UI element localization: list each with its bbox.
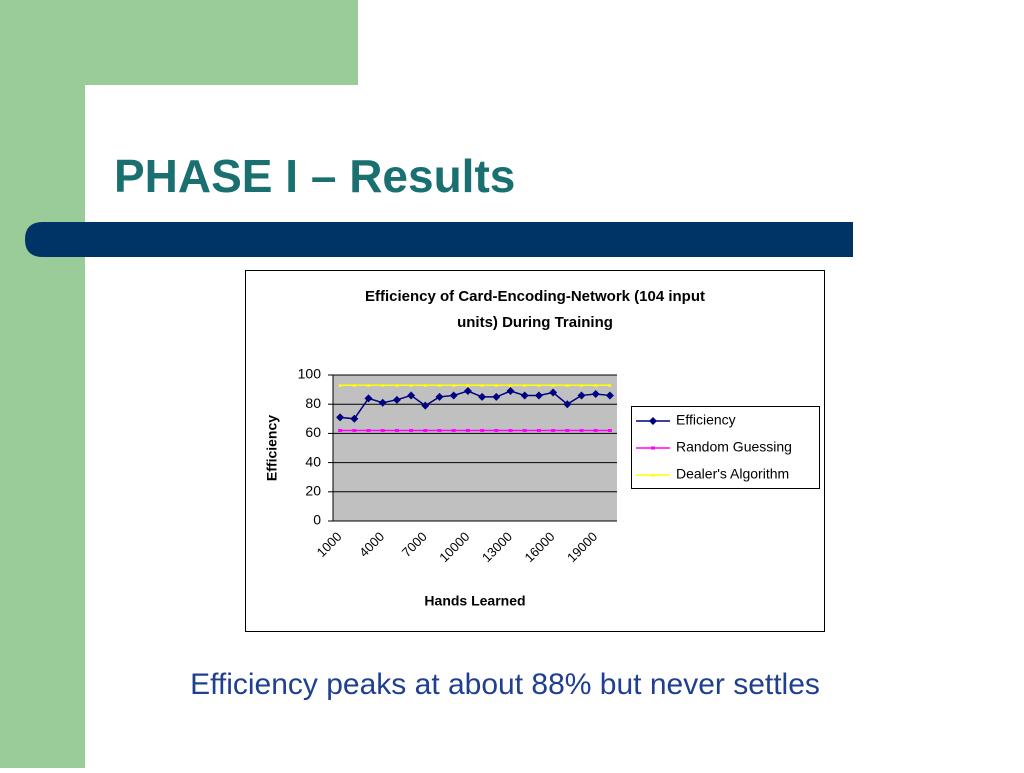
y-tick-label: 0 xyxy=(313,512,321,528)
point xyxy=(409,383,414,387)
point xyxy=(352,383,357,387)
legend-marker xyxy=(649,417,657,425)
point xyxy=(463,387,472,396)
legend-label: Dealer's Algorithm xyxy=(676,466,789,482)
point xyxy=(478,392,487,401)
point xyxy=(536,428,541,432)
point xyxy=(522,428,527,432)
point xyxy=(421,401,430,410)
point xyxy=(492,392,501,401)
legend-label: Efficiency xyxy=(676,412,736,428)
point xyxy=(551,428,556,432)
chart-title: Efficiency of Card-Encoding-Network (104… xyxy=(365,288,705,305)
point xyxy=(579,383,584,387)
point xyxy=(480,383,485,387)
point xyxy=(451,428,456,432)
y-tick-label: 80 xyxy=(305,395,321,411)
point xyxy=(506,387,515,396)
point xyxy=(407,391,416,400)
point xyxy=(423,428,428,432)
y-tick-label: 40 xyxy=(305,453,321,469)
point xyxy=(536,383,541,387)
point xyxy=(336,413,345,422)
point xyxy=(565,428,570,432)
point xyxy=(435,392,444,401)
point xyxy=(465,428,470,432)
point xyxy=(591,389,600,398)
chart-title: units) During Training xyxy=(457,314,613,331)
point xyxy=(579,428,584,432)
point xyxy=(508,383,513,387)
point xyxy=(480,428,485,432)
point xyxy=(508,428,513,432)
point xyxy=(409,428,414,432)
point xyxy=(449,391,458,400)
slide-title: PHASE I – Results xyxy=(114,150,515,202)
point xyxy=(563,400,572,409)
point xyxy=(565,383,570,387)
point xyxy=(593,428,598,432)
title-bar xyxy=(25,222,853,257)
point xyxy=(494,383,499,387)
point xyxy=(465,383,470,387)
point xyxy=(394,428,399,432)
point xyxy=(366,383,371,387)
point xyxy=(605,391,614,400)
point xyxy=(593,383,598,387)
point xyxy=(352,428,357,432)
y-tick-label: 20 xyxy=(305,483,321,499)
point xyxy=(378,398,387,407)
point xyxy=(494,428,499,432)
point xyxy=(364,394,373,403)
caption: Efficiency peaks at about 88% but never … xyxy=(190,668,820,701)
point xyxy=(520,391,529,400)
point xyxy=(437,383,442,387)
legend-label: Random Guessing xyxy=(676,439,792,455)
plot-area xyxy=(333,375,617,521)
point xyxy=(394,383,399,387)
point xyxy=(366,428,371,432)
x-axis-label: Hands Learned xyxy=(424,593,525,609)
legend-marker xyxy=(651,473,655,477)
point xyxy=(451,383,456,387)
point xyxy=(437,428,442,432)
point xyxy=(607,428,612,432)
point xyxy=(338,428,343,432)
point xyxy=(534,391,543,400)
legend-marker xyxy=(651,446,655,450)
point xyxy=(522,383,527,387)
side-strip xyxy=(0,0,85,768)
point xyxy=(380,428,385,432)
point xyxy=(338,383,343,387)
point xyxy=(607,383,612,387)
point xyxy=(350,414,359,423)
point xyxy=(423,383,428,387)
y-tick-label: 60 xyxy=(305,424,321,440)
point xyxy=(380,383,385,387)
point xyxy=(549,388,558,397)
point xyxy=(577,391,586,400)
y-tick-label: 100 xyxy=(298,366,322,382)
point xyxy=(551,383,556,387)
point xyxy=(392,395,401,404)
y-axis-label: Efficiency xyxy=(264,415,280,481)
